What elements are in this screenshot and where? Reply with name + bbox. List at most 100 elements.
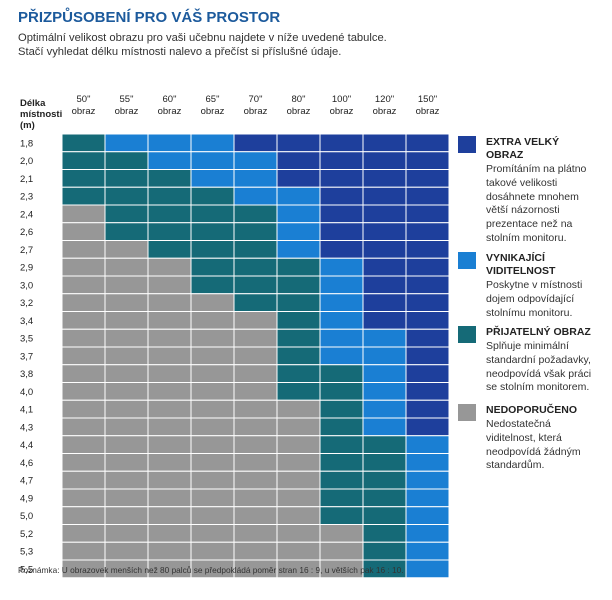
heatmap-cell — [362, 524, 407, 543]
heatmap-cell — [233, 222, 278, 241]
heatmap-cell — [190, 311, 235, 330]
legend-description-line: neodpovídá žádným — [486, 445, 581, 458]
legend-description: Poskytne v místnosti dojem odpovídající st… — [486, 279, 608, 320]
row-label: 4,4 — [20, 440, 33, 451]
heatmap-cell — [276, 435, 321, 454]
column-size-label: 100" — [332, 94, 351, 105]
heatmap-cell — [147, 204, 192, 224]
heatmap-cell — [233, 488, 278, 508]
row-label: 5,0 — [20, 511, 33, 522]
heatmap-cell — [190, 293, 235, 312]
heatmap-cell — [276, 524, 321, 543]
heatmap-cell — [104, 399, 149, 419]
column-size-label: 65" — [206, 94, 220, 105]
heatmap-cell — [61, 169, 106, 188]
heatmap-cell — [405, 240, 450, 259]
heatmap-cell — [233, 257, 278, 277]
heatmap-cell — [233, 399, 278, 419]
heatmap-cell — [276, 240, 321, 259]
heatmap-cell — [276, 541, 321, 561]
heatmap-cell — [104, 470, 149, 490]
heatmap-cell — [104, 346, 149, 366]
column-obraz-label: obraz — [416, 106, 440, 117]
heatmap-cell — [61, 417, 106, 437]
legend-description: Nedostatečná viditelnost, která neodpovídá… — [486, 418, 608, 473]
heatmap-cell — [319, 311, 364, 330]
heatmap-cell — [319, 240, 364, 259]
heatmap-cell — [61, 204, 106, 224]
heatmap-cell — [319, 417, 364, 437]
heatmap-cell — [233, 328, 278, 348]
heatmap-cell — [405, 417, 450, 437]
heatmap-cell — [190, 204, 235, 224]
heatmap-cell — [190, 470, 235, 490]
row-label: 1,8 — [20, 138, 33, 149]
footnote: Poznámka: U obrazovek menších než 80 pal… — [18, 565, 404, 575]
page-title: PŘIZPŮSOBENÍ PRO VÁŠ PROSTOR — [18, 9, 281, 26]
legend-description-line: dojem odpovídající — [486, 292, 575, 305]
heatmap-cell — [276, 275, 321, 295]
heatmap-cell — [147, 222, 192, 241]
heatmap-cell — [61, 311, 106, 330]
column-size-label: 150" — [418, 94, 437, 105]
heatmap-cell — [405, 311, 450, 330]
heatmap-cell — [147, 133, 192, 153]
heatmap-cell — [190, 328, 235, 348]
legend-description-line: stolnímu monitoru. — [486, 306, 573, 319]
heatmap-cell — [147, 151, 192, 170]
heatmap-cell — [147, 169, 192, 188]
legend-description-line: Splňuje minimální — [486, 340, 569, 352]
heatmap-cell — [319, 470, 364, 490]
heatmap-cell — [362, 382, 407, 401]
subtitle-line: Optimální velikost obrazu pro vaši učebn… — [18, 32, 387, 44]
row-label: 3,4 — [20, 316, 33, 327]
heatmap-cell — [233, 240, 278, 259]
legend-swatch — [458, 136, 476, 153]
heatmap-cell — [104, 204, 149, 224]
heatmap-cell — [319, 133, 364, 153]
heatmap-cell — [233, 524, 278, 543]
row-label: 5,3 — [20, 547, 33, 558]
heatmap-cell — [405, 328, 450, 348]
heatmap-cell — [147, 364, 192, 383]
heatmap-cell — [405, 151, 450, 170]
column-obraz-label: obraz — [330, 106, 354, 117]
heatmap-cell — [190, 151, 235, 170]
heatmap-cell — [147, 399, 192, 419]
row-label: 3,0 — [20, 280, 33, 291]
row-label: 4,0 — [20, 387, 33, 398]
heatmap-cell — [319, 399, 364, 419]
column-obraz-label: obraz — [158, 106, 182, 117]
row-label: 3,8 — [20, 369, 33, 380]
column-obraz-label: obraz — [373, 106, 397, 117]
heatmap-cell — [104, 311, 149, 330]
heatmap-cell — [190, 222, 235, 241]
row-label: 4,3 — [20, 422, 33, 433]
heatmap-cell — [405, 222, 450, 241]
heatmap-cell — [190, 453, 235, 472]
heatmap-cell — [319, 524, 364, 543]
heatmap-cell — [61, 488, 106, 508]
heatmap-cell — [233, 364, 278, 383]
heatmap-cell — [405, 488, 450, 508]
heatmap-cell — [276, 169, 321, 188]
heatmap-cell — [405, 275, 450, 295]
heatmap-cell — [61, 186, 106, 206]
column-size-label: 80" — [292, 94, 306, 105]
heatmap-cell — [276, 346, 321, 366]
heatmap-cell — [405, 541, 450, 561]
heatmap-cell — [362, 364, 407, 383]
heatmap-cell — [362, 399, 407, 419]
heatmap-cell — [405, 293, 450, 312]
heatmap-cell — [362, 275, 407, 295]
heatmap-cell — [147, 186, 192, 206]
legend-swatch — [458, 404, 476, 421]
row-label: 4,6 — [20, 458, 33, 469]
heatmap-cell — [104, 364, 149, 383]
heatmap-cell — [319, 328, 364, 348]
heatmap-cell — [233, 506, 278, 525]
heatmap-cell — [190, 382, 235, 401]
legend-description-line: Nedostatečná — [486, 418, 551, 430]
heatmap-cell — [61, 382, 106, 401]
heatmap-cell — [104, 169, 149, 188]
